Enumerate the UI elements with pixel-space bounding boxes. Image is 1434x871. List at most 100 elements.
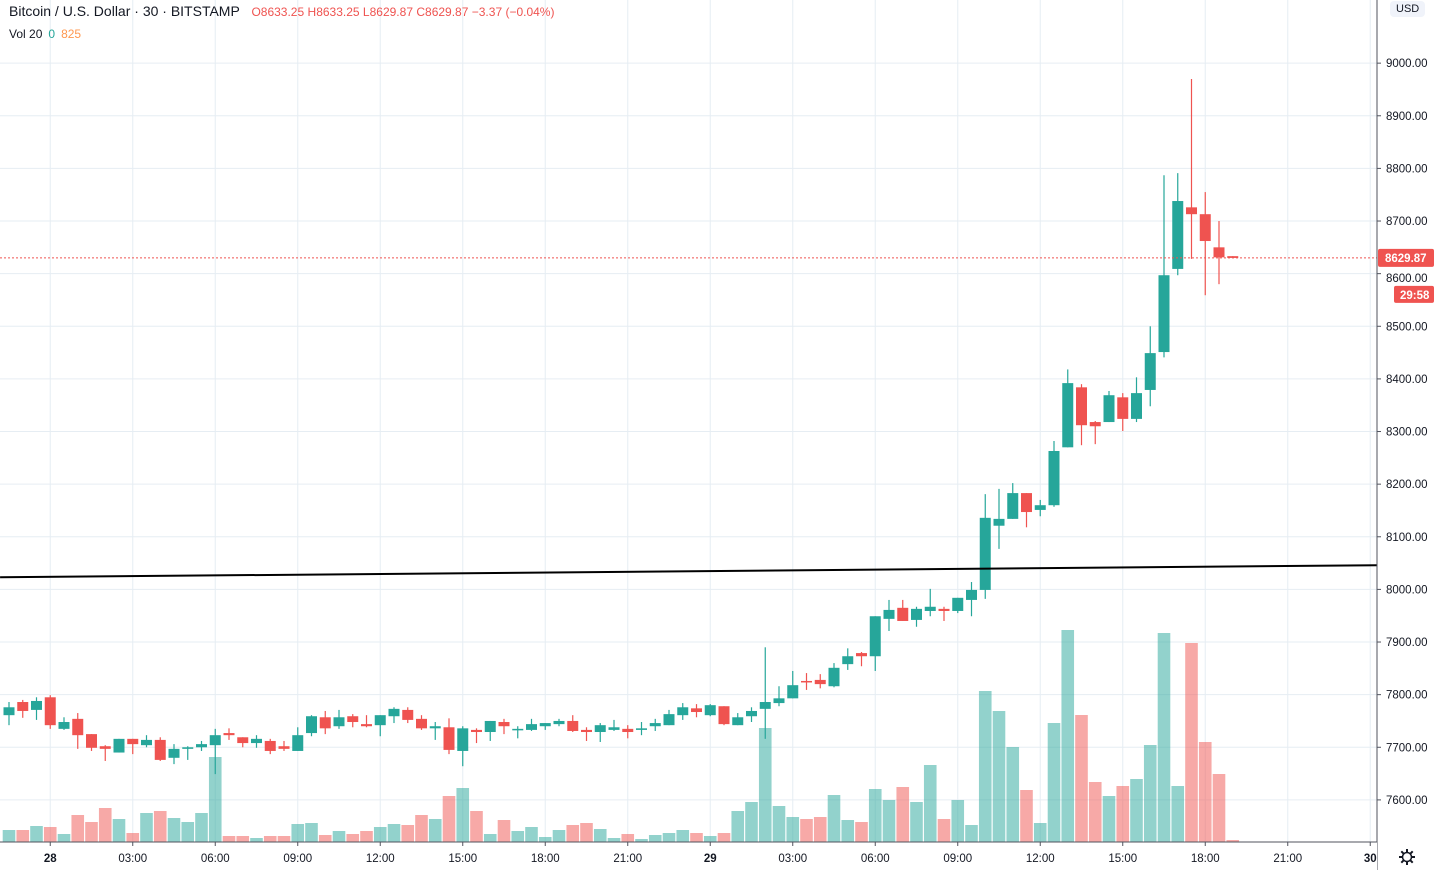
- price-label: 8700.00: [1386, 216, 1428, 228]
- current-price-label: 8629.87: [1385, 253, 1427, 265]
- candle: [141, 735, 152, 748]
- price-label: 8800.00: [1386, 163, 1428, 175]
- volume-value-2: 825: [61, 27, 82, 41]
- low-value: 8629.87: [369, 5, 413, 19]
- candle: [44, 695, 56, 729]
- candle-body: [759, 702, 771, 709]
- volume-bar: [813, 817, 827, 842]
- candle: [374, 715, 386, 737]
- candle-body: [443, 727, 455, 750]
- candle-body: [1172, 201, 1184, 269]
- candle: [938, 606, 950, 621]
- volume-bar: [525, 827, 538, 842]
- volume-bar: [552, 830, 566, 842]
- candle-body: [17, 702, 29, 711]
- candle-body: [787, 685, 799, 699]
- candle-body: [141, 739, 152, 746]
- volume-value-1: 0: [48, 27, 56, 41]
- volume-bar: [855, 822, 868, 842]
- candle: [361, 715, 372, 728]
- candle-body: [306, 716, 317, 734]
- candle: [168, 744, 180, 765]
- volume-bar: [758, 728, 772, 842]
- volume-bar: [401, 825, 415, 842]
- volume-bar: [1075, 715, 1088, 842]
- candle: [1062, 369, 1074, 448]
- candle: [567, 715, 579, 733]
- candle: [1186, 78, 1197, 259]
- candle: [388, 707, 400, 724]
- volume-bar: [277, 836, 291, 842]
- volume-bar: [236, 836, 250, 842]
- candle-body: [498, 722, 510, 727]
- candle-body: [237, 737, 249, 744]
- volume-bar: [1212, 774, 1226, 842]
- candle-body: [979, 517, 991, 590]
- candle-body: [429, 726, 441, 729]
- candle-body: [636, 728, 647, 730]
- volume-bar: [731, 811, 745, 842]
- candle: [1213, 221, 1225, 285]
- price-label: 8500.00: [1386, 321, 1428, 333]
- volume-bar: [291, 824, 305, 842]
- candle-body: [1131, 393, 1142, 419]
- price-axis[interactable]: 9000.00 8900.00 8800.00 8700.00 8600.00 8500.…: [1376, 0, 1434, 870]
- candle: [292, 727, 304, 751]
- candle-body: [1117, 397, 1129, 419]
- candle-body: [457, 728, 469, 751]
- volume-bar: [1033, 823, 1047, 842]
- candle-body: [388, 708, 400, 717]
- candle-body: [883, 609, 895, 619]
- price-label: 7600.00: [1386, 795, 1428, 807]
- candle-body: [911, 608, 922, 620]
- current-price-badge: [1378, 248, 1434, 267]
- candle-body: [1213, 247, 1225, 258]
- volume-bar: [1061, 630, 1075, 842]
- candle-body: [1007, 493, 1019, 519]
- candle: [1199, 192, 1211, 296]
- candle-body: [471, 729, 482, 733]
- price-label: 9000.00: [1386, 58, 1428, 70]
- candle: [457, 726, 469, 767]
- candle-body: [677, 707, 689, 716]
- candle-body: [264, 740, 276, 751]
- volume-bar: [305, 823, 318, 842]
- candle: [993, 488, 1005, 549]
- candle: [526, 718, 537, 731]
- time-label: 21:00: [613, 853, 642, 865]
- volume-bar: [85, 822, 98, 842]
- candle-body: [526, 724, 537, 730]
- candle-body: [567, 720, 579, 731]
- settings-gear-icon[interactable]: [1398, 848, 1416, 866]
- volume-bar: [1185, 643, 1198, 842]
- candle-body: [718, 706, 730, 725]
- volume-bar: [923, 765, 937, 842]
- candle: [856, 652, 867, 667]
- candle: [1048, 440, 1060, 507]
- candle-body: [347, 716, 359, 723]
- time-axis[interactable]: 28 03:00 06:00 09:00 12:00 15:00 18:00 21:00 29 0…: [0, 841, 1377, 870]
- candle-body: [1076, 387, 1087, 426]
- volume-bar: [841, 820, 855, 842]
- volume-bar: [16, 830, 30, 842]
- candle: [182, 746, 194, 760]
- candle: [251, 735, 262, 748]
- volume-label: Vol 20: [9, 27, 43, 41]
- volume-bar: [511, 831, 525, 842]
- candle-body: [31, 700, 42, 710]
- candle-body: [333, 717, 345, 727]
- ohlc-values: O8633.25 H8633.25 L8629.87 C8629.87 −3.3…: [251, 5, 554, 19]
- candle-body: [99, 746, 111, 749]
- candle: [333, 709, 345, 729]
- volume-bar: [126, 833, 140, 842]
- candle: [1076, 384, 1087, 446]
- candle-body: [1103, 395, 1115, 423]
- currency-badge[interactable]: USD: [1390, 1, 1426, 17]
- candle: [127, 738, 139, 755]
- volume-bar: [1130, 779, 1143, 842]
- candle-body: [622, 728, 634, 733]
- volume-bar: [428, 819, 442, 842]
- candle: [814, 674, 826, 689]
- volume-bar: [621, 834, 635, 842]
